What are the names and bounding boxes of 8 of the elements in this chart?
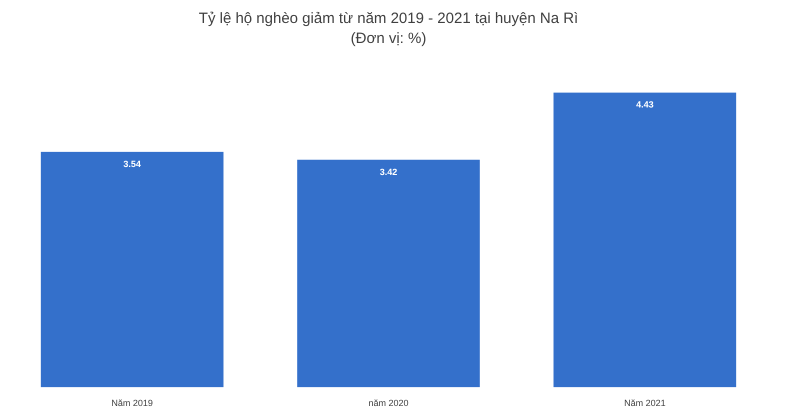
chart-subtitle: (Đơn vị: %) [350, 30, 426, 48]
chart-title: Tỷ lệ hộ nghèo giảm từ năm 2019 - 2021 tại huyện Na Rì [198, 10, 578, 28]
x-tick-label: Năm 2021 [624, 398, 666, 408]
x-tick-label: năm 2020 [368, 398, 409, 408]
data-label: 3.54 [123, 158, 141, 169]
data-label: 4.43 [636, 100, 654, 110]
x-tick-label: Năm 2019 [111, 398, 153, 408]
data-label: 3.42 [380, 166, 398, 177]
